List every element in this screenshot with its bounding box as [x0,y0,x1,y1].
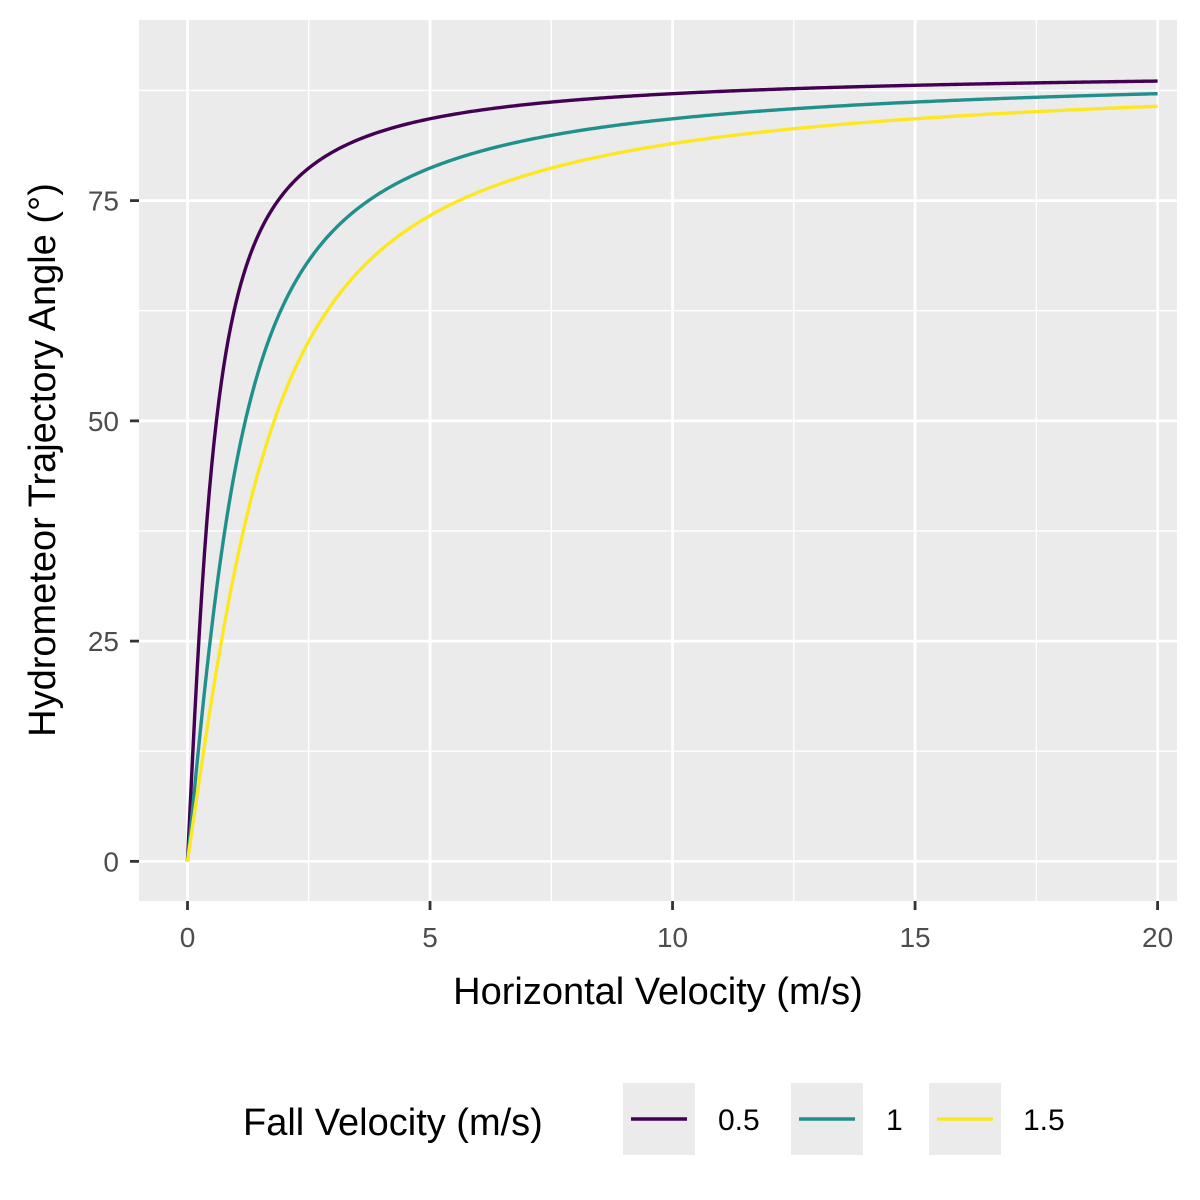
x-axis: 0 5 10 15 20 [180,901,1173,953]
y-tick-label: 25 [88,626,119,657]
legend-label-0.5: 0.5 [718,1104,760,1137]
y-axis-title: Hydrometeor Trajectory Angle (°) [22,183,64,737]
legend: Fall Velocity (m/s) 0.5 1 1.5 [243,1083,1065,1155]
series-lines [185,79,1158,862]
x-axis-title: Horizontal Velocity (m/s) [453,971,863,1013]
x-tick-label: 0 [180,922,196,953]
legend-title: Fall Velocity (m/s) [243,1102,543,1144]
series-line-0.5 [185,79,1158,862]
x-tick-label: 15 [899,922,930,953]
y-tick-label: 0 [103,846,119,877]
y-tick-label: 50 [88,406,119,437]
legend-label-1: 1 [886,1104,903,1137]
x-tick-label: 20 [1142,922,1173,953]
legend-label-1.5: 1.5 [1023,1104,1065,1137]
series-line-1.5 [185,104,1158,862]
legend-items: 0.5 1 1.5 [623,1083,1065,1155]
x-tick-label: 10 [657,922,688,953]
y-axis: 0 25 50 75 [88,186,139,877]
x-tick-label: 5 [422,922,438,953]
grid-major [139,20,1177,901]
series-line-1 [185,91,1158,862]
plot-panel [139,20,1177,901]
y-tick-label: 75 [88,186,119,217]
